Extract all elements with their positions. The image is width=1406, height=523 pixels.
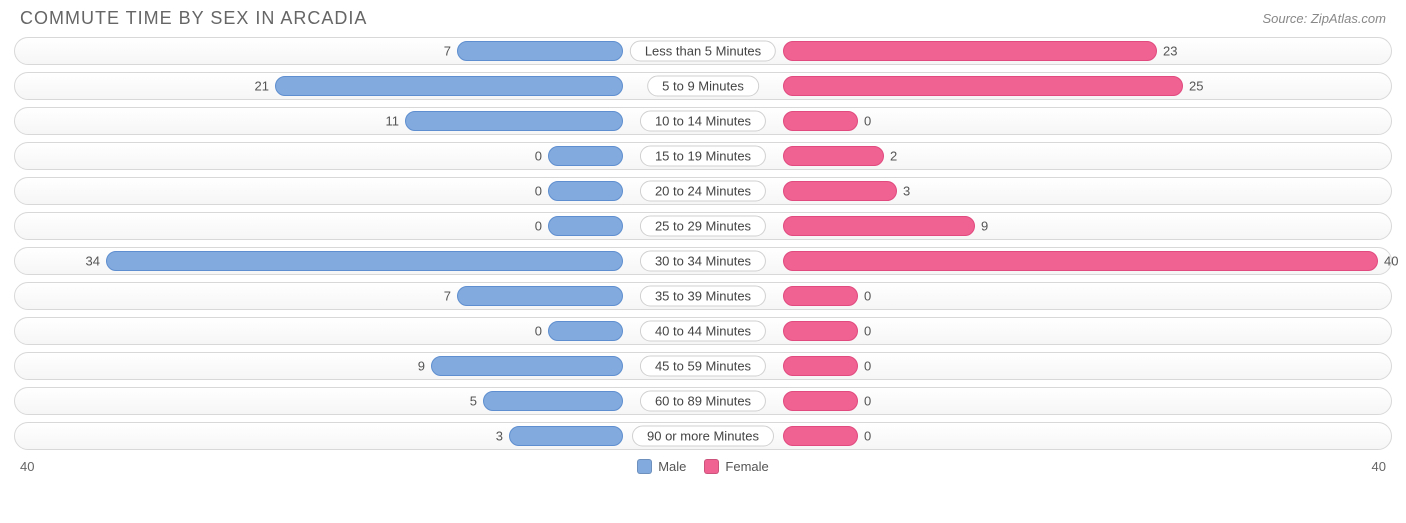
legend-swatch-female (704, 459, 719, 474)
value-female: 25 (1189, 79, 1203, 94)
bar-female (783, 76, 1183, 96)
value-male: 21 (255, 79, 269, 94)
chart-row: 21 25 5 to 9 Minutes (14, 72, 1392, 100)
value-male: 5 (470, 394, 477, 409)
chart-row: 3 0 90 or more Minutes (14, 422, 1392, 450)
bar-male (457, 41, 623, 61)
bar-female (783, 216, 975, 236)
chart-row: 0 2 15 to 19 Minutes (14, 142, 1392, 170)
bar-male (106, 251, 623, 271)
value-female: 0 (864, 429, 871, 444)
chart-row: 344030 to 34 Minutes (14, 247, 1392, 275)
source-name: ZipAtlas.com (1311, 11, 1386, 26)
legend: Male Female (637, 459, 769, 474)
bar-male (548, 216, 623, 236)
chart-source: Source: ZipAtlas.com (1262, 11, 1386, 26)
bar-male (405, 111, 623, 131)
bar-male (457, 286, 623, 306)
value-male: 3 (496, 429, 503, 444)
legend-label-female: Female (725, 459, 768, 474)
chart-row: 9 0 45 to 59 Minutes (14, 352, 1392, 380)
category-label: 5 to 9 Minutes (647, 76, 759, 97)
bar-male (548, 146, 623, 166)
chart-area: 723Less than 5 Minutes21255 to 9 Minutes… (0, 33, 1406, 450)
value-female: 0 (864, 359, 871, 374)
chart-row: 0 0 40 to 44 Minutes (14, 317, 1392, 345)
category-label: 60 to 89 Minutes (640, 391, 766, 412)
category-label: 45 to 59 Minutes (640, 356, 766, 377)
value-male: 7 (444, 289, 451, 304)
category-label: 35 to 39 Minutes (640, 286, 766, 307)
bar-male (509, 426, 623, 446)
value-female: 40 (1384, 254, 1398, 269)
legend-label-male: Male (658, 459, 686, 474)
category-label: Less than 5 Minutes (630, 41, 776, 62)
category-label: 20 to 24 Minutes (640, 181, 766, 202)
chart-footer: 40 Male Female 40 (0, 457, 1406, 474)
chart-title: COMMUTE TIME BY SEX IN ARCADIA (20, 8, 367, 29)
chart-header: COMMUTE TIME BY SEX IN ARCADIA Source: Z… (0, 0, 1406, 33)
value-male: 34 (86, 254, 100, 269)
chart-row: 7 0 35 to 39 Minutes (14, 282, 1392, 310)
bar-female (783, 111, 858, 131)
bar-male (275, 76, 623, 96)
value-female: 9 (981, 219, 988, 234)
bar-female (783, 391, 858, 411)
bar-male (548, 181, 623, 201)
value-male: 11 (386, 114, 400, 129)
axis-max-left: 40 (20, 459, 34, 474)
chart-row: 0 3 20 to 24 Minutes (14, 177, 1392, 205)
chart-row: 0 9 25 to 29 Minutes (14, 212, 1392, 240)
value-female: 0 (864, 114, 871, 129)
category-label: 40 to 44 Minutes (640, 321, 766, 342)
bar-female (783, 146, 884, 166)
bar-female (783, 426, 858, 446)
value-male: 0 (535, 149, 542, 164)
legend-item-male: Male (637, 459, 686, 474)
category-label: 30 to 34 Minutes (640, 251, 766, 272)
value-female: 2 (890, 149, 897, 164)
legend-item-female: Female (704, 459, 768, 474)
value-female: 0 (864, 394, 871, 409)
category-label: 90 or more Minutes (632, 426, 774, 447)
value-female: 3 (903, 184, 910, 199)
source-prefix: Source: (1262, 11, 1310, 26)
bar-female (783, 41, 1157, 61)
bar-female (783, 251, 1378, 271)
value-male: 0 (535, 184, 542, 199)
value-female: 0 (864, 289, 871, 304)
axis-max-right: 40 (1372, 459, 1386, 474)
category-label: 15 to 19 Minutes (640, 146, 766, 167)
bar-female (783, 321, 858, 341)
value-female: 0 (864, 324, 871, 339)
chart-row: 5 0 60 to 89 Minutes (14, 387, 1392, 415)
legend-swatch-male (637, 459, 652, 474)
bar-female (783, 181, 897, 201)
chart-row: 11 0 10 to 14 Minutes (14, 107, 1392, 135)
value-male: 7 (444, 44, 451, 59)
value-female: 23 (1163, 44, 1177, 59)
bar-male (548, 321, 623, 341)
bar-male (483, 391, 623, 411)
category-label: 10 to 14 Minutes (640, 111, 766, 132)
bar-female (783, 286, 858, 306)
chart-row: 7 23 Less than 5 Minutes (14, 37, 1392, 65)
value-male: 0 (535, 219, 542, 234)
bar-male (431, 356, 623, 376)
value-male: 9 (418, 359, 425, 374)
bar-female (783, 356, 858, 376)
value-male: 0 (535, 324, 542, 339)
category-label: 25 to 29 Minutes (640, 216, 766, 237)
